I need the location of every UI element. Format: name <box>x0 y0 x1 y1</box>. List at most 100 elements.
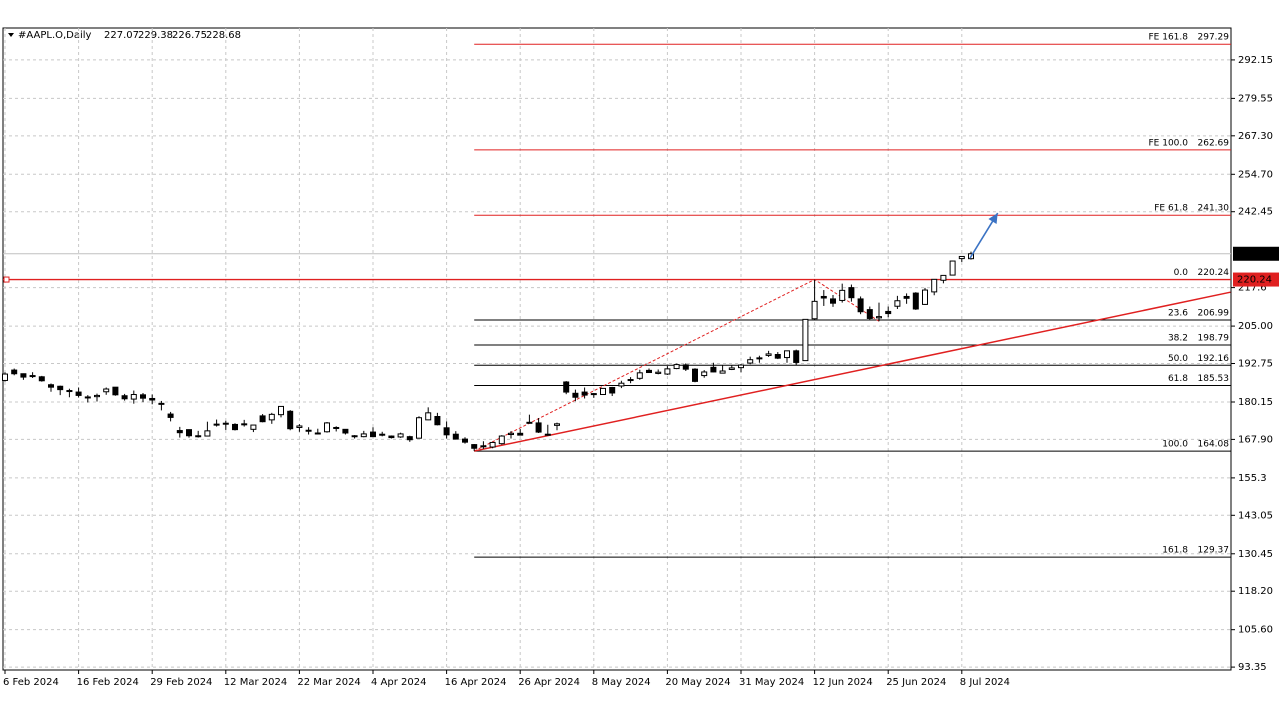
candle-body <box>103 388 110 393</box>
candle-body <box>498 435 505 445</box>
candle-body <box>250 424 257 430</box>
header-ohlc: 228.68 <box>206 30 241 41</box>
candle-body <box>857 298 864 313</box>
y-tick-label: 254.70 <box>1238 169 1273 180</box>
candle-body <box>554 423 560 426</box>
candle-body <box>342 428 349 434</box>
candle-body <box>130 394 137 400</box>
candle-body <box>57 385 64 391</box>
candle-body <box>167 413 174 418</box>
candle-body <box>949 260 956 276</box>
candle-body <box>609 386 616 394</box>
header-ohlc: 229.38 <box>138 30 173 41</box>
y-tick-label: 192.75 <box>1238 359 1273 370</box>
y-tick-label: 242.45 <box>1238 207 1273 218</box>
candle-body <box>314 432 321 435</box>
trendline <box>474 291 1231 452</box>
candle-body <box>756 357 763 360</box>
candle-body <box>912 292 919 310</box>
y-tick-label: 167.90 <box>1238 434 1273 445</box>
candle-body <box>140 394 146 399</box>
candle-body <box>66 390 73 393</box>
candle-body <box>692 368 698 382</box>
candle-body <box>379 433 386 436</box>
candle-body <box>820 295 827 299</box>
candle-body <box>774 353 781 359</box>
x-tick-label: 12 Jun 2024 <box>813 677 873 688</box>
candle-body <box>590 393 597 396</box>
y-tick-label: 105.60 <box>1238 625 1273 636</box>
candle-body <box>508 432 514 436</box>
y-tick-label: 143.05 <box>1238 510 1273 521</box>
x-tick-label: 16 Feb 2024 <box>77 677 139 688</box>
candle-body <box>664 368 671 375</box>
x-tick-label: 12 Mar 2024 <box>224 677 287 688</box>
arrow-head <box>988 213 998 225</box>
plot-frame <box>2 27 1232 671</box>
fib-value: 129.37 <box>1198 546 1230 556</box>
zigzag <box>473 278 880 452</box>
candle-body <box>268 413 275 421</box>
candle-body <box>958 255 965 260</box>
candle-body <box>416 417 422 439</box>
candle-body <box>471 444 478 449</box>
candle-body <box>11 369 18 375</box>
fib-value: 262.69 <box>1198 138 1230 148</box>
candle-body <box>673 364 680 370</box>
x-tick-label: 22 Mar 2024 <box>297 677 360 688</box>
candle-body <box>701 371 708 377</box>
menu-triangle <box>8 33 14 37</box>
candle-body <box>866 309 873 319</box>
fib-ratio: FE 100.0 <box>1149 138 1189 148</box>
y-tick-label: 180.15 <box>1238 397 1273 408</box>
candle-body <box>324 422 330 433</box>
candle-body <box>84 396 91 399</box>
candle-body <box>839 289 846 301</box>
candle-body <box>682 364 689 370</box>
candle-body <box>38 376 45 382</box>
candle-body <box>830 298 836 304</box>
candle-body <box>636 372 643 379</box>
chart-title: #AAPL.O,Daily <box>18 30 92 41</box>
candle-body <box>848 287 855 299</box>
x-tick-label: 20 May 2024 <box>665 677 730 688</box>
x-tick-label: 26 Apr 2024 <box>518 677 580 688</box>
candle-body <box>259 415 266 423</box>
candle-body <box>480 445 487 448</box>
candle-body <box>305 429 312 432</box>
fib-ratio: FE 161.8 <box>1149 33 1189 43</box>
fib-value: 206.99 <box>1198 309 1230 319</box>
candle-body <box>581 391 588 396</box>
candle-body <box>811 300 818 320</box>
candle-body <box>747 359 754 364</box>
candle-body <box>213 423 220 426</box>
price-box <box>1233 272 1279 287</box>
candle-body <box>397 433 404 438</box>
candle-body <box>719 370 726 374</box>
hline-price: 220.24 <box>1237 275 1272 286</box>
candle-body <box>112 386 119 396</box>
candle-body <box>572 392 579 398</box>
fib-ratio: 38.2 <box>1168 334 1188 344</box>
fib-value: 185.53 <box>1198 374 1230 384</box>
candle-body <box>287 410 294 430</box>
candle-body <box>425 412 432 421</box>
price-box <box>1233 246 1279 261</box>
candle-body <box>627 379 634 382</box>
candle-body <box>563 381 570 393</box>
candle-body <box>158 402 165 405</box>
fib-ratio: 50.0 <box>1168 354 1188 364</box>
candle-body <box>876 316 882 319</box>
candle-body <box>278 405 284 416</box>
fib-value: 198.79 <box>1198 334 1230 344</box>
fib-value: 241.30 <box>1198 204 1230 214</box>
candle-body <box>360 433 367 438</box>
x-tick-label: 8 May 2024 <box>592 677 651 688</box>
fib-ratio: 0.0 <box>1174 268 1189 278</box>
candle-body <box>940 274 947 281</box>
candle-body <box>489 441 496 448</box>
fib-value: 220.24 <box>1198 268 1230 278</box>
candle-body <box>600 387 606 396</box>
y-tick-label: 292.15 <box>1238 55 1273 66</box>
candle-body <box>406 436 413 441</box>
